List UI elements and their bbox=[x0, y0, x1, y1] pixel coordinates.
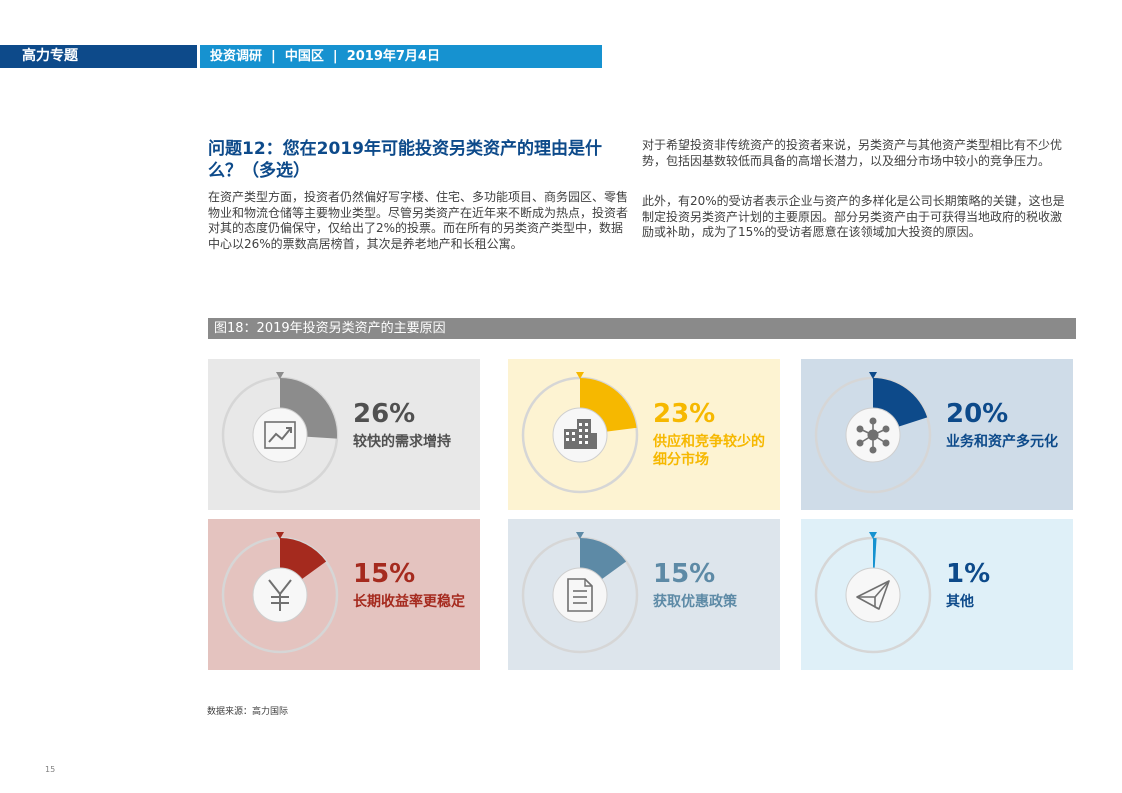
donut-graphic bbox=[521, 532, 639, 654]
chart-trend-icon bbox=[264, 421, 296, 449]
yen-icon bbox=[268, 579, 292, 611]
percentage-value: 20% bbox=[946, 399, 1009, 429]
pointer-marker bbox=[576, 372, 584, 379]
report-meta-bar: 投资调研 | 中国区 | 2019年7月4日 bbox=[200, 45, 602, 68]
icon-disc bbox=[252, 407, 308, 463]
reason-label: 其他 bbox=[946, 594, 974, 610]
reason-label: 获取优惠政策 bbox=[653, 594, 737, 610]
buildings-icon bbox=[564, 419, 597, 449]
reason-card: 23% 供应和竞争较少的细分市场 bbox=[508, 359, 780, 510]
page-number: 15 bbox=[45, 765, 56, 774]
network-icon bbox=[856, 417, 890, 454]
reason-card: 15% 长期收益率更稳定 bbox=[208, 519, 480, 670]
donut-graphic bbox=[814, 532, 932, 654]
percentage-value: 1% bbox=[946, 559, 991, 589]
percentage-value: 26% bbox=[353, 399, 416, 429]
donut-graphic bbox=[814, 372, 932, 494]
pointer-marker bbox=[576, 532, 584, 539]
data-source: 数据来源：高力国际 bbox=[207, 707, 289, 717]
body-paragraph-2: 对于希望投资非传统资产的投资者来说，另类资产与其他资产类型相比有不少优势，包括因… bbox=[642, 138, 1063, 168]
pointer-marker bbox=[869, 532, 877, 539]
section-label: 高力专题 bbox=[0, 45, 197, 68]
pointer-marker bbox=[276, 532, 284, 539]
reason-label: 业务和资产多元化 bbox=[946, 434, 1058, 450]
reason-card: 1% 其他 bbox=[801, 519, 1073, 670]
reason-label: 供应和竞争较少的细分市场 bbox=[653, 434, 765, 468]
body-paragraph-3: 此外，有20%的受访者表示企业与资产的多样化是公司长期策略的关键，这也是制定投资… bbox=[642, 194, 1065, 240]
percentage-value: 15% bbox=[353, 559, 416, 589]
figure-title: 图18：2019年投资另类资产的主要原因 bbox=[208, 318, 1076, 339]
percentage-value: 15% bbox=[653, 559, 716, 589]
donut-graphic bbox=[221, 532, 339, 654]
donut-graphic bbox=[221, 372, 339, 494]
reason-card: 20% 业务和资产多元化 bbox=[801, 359, 1073, 510]
body-paragraph-1: 在资产类型方面，投资者仍然偏好写字楼、住宅、多功能项目、商务园区、零售物业和物流… bbox=[208, 190, 629, 251]
donut-graphic bbox=[521, 372, 639, 494]
icon-disc bbox=[845, 567, 901, 623]
pointer-marker bbox=[276, 372, 284, 379]
document-icon bbox=[567, 578, 593, 612]
reason-card: 15% 获取优惠政策 bbox=[508, 519, 780, 670]
pointer-marker bbox=[869, 372, 877, 379]
paper-plane-icon bbox=[856, 580, 890, 610]
reason-label: 较快的需求增持 bbox=[353, 434, 451, 450]
reason-label: 长期收益率更稳定 bbox=[353, 594, 465, 610]
icon-disc bbox=[552, 567, 608, 623]
question-title: 问题12：您在2019年可能投资另类资产的理由是什么？（多选） bbox=[208, 139, 602, 181]
percentage-value: 23% bbox=[653, 399, 716, 429]
reason-card: 26% 较快的需求增持 bbox=[208, 359, 480, 510]
